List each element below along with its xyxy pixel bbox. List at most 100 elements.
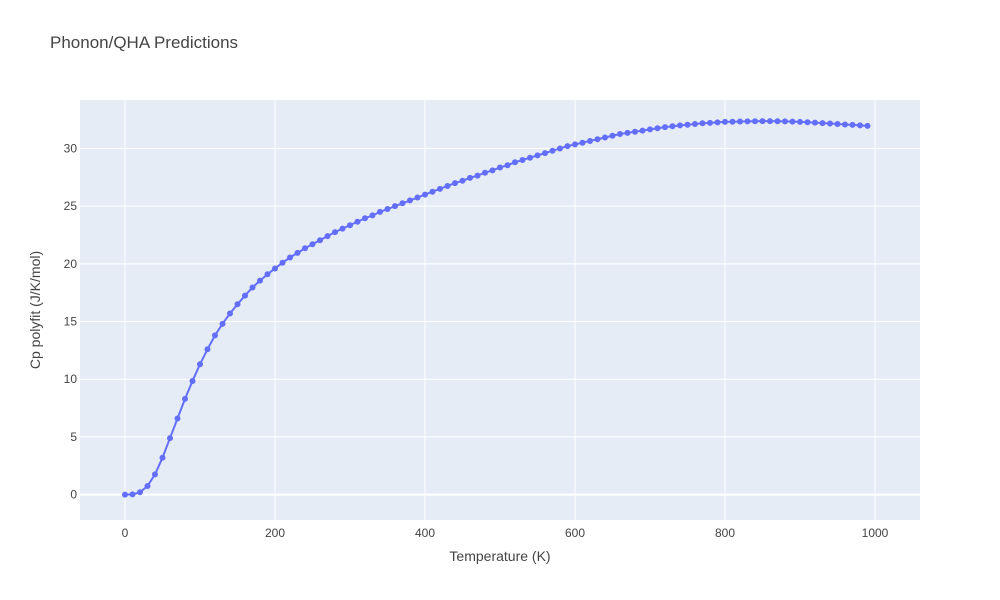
data-point[interactable] xyxy=(782,118,788,125)
data-point[interactable] xyxy=(797,118,803,125)
data-point[interactable] xyxy=(759,118,766,125)
data-point[interactable] xyxy=(377,208,383,215)
data-point[interactable] xyxy=(129,491,136,498)
data-point[interactable] xyxy=(662,124,668,131)
data-point[interactable] xyxy=(144,482,151,489)
data-point[interactable] xyxy=(572,141,578,148)
data-point[interactable] xyxy=(654,125,661,132)
data-point[interactable] xyxy=(587,137,593,144)
data-point[interactable] xyxy=(647,126,653,133)
data-point[interactable] xyxy=(257,277,263,284)
data-point[interactable] xyxy=(827,120,833,127)
data-point[interactable] xyxy=(152,471,158,478)
data-point[interactable] xyxy=(729,118,736,125)
data-point[interactable] xyxy=(422,191,428,198)
data-point[interactable] xyxy=(317,237,323,244)
data-point[interactable] xyxy=(834,121,841,127)
data-point[interactable] xyxy=(137,489,143,496)
data-point[interactable] xyxy=(189,377,196,384)
data-point[interactable] xyxy=(467,174,473,181)
data-point[interactable] xyxy=(714,119,721,126)
data-point[interactable] xyxy=(324,233,331,240)
data-point[interactable] xyxy=(167,435,173,442)
data-point[interactable] xyxy=(812,119,818,126)
data-point[interactable] xyxy=(287,254,293,261)
data-point[interactable] xyxy=(737,118,743,125)
data-point[interactable] xyxy=(819,120,826,127)
data-point[interactable] xyxy=(669,123,676,130)
data-point[interactable] xyxy=(699,120,706,127)
data-point[interactable] xyxy=(122,491,128,498)
data-point[interactable] xyxy=(399,200,406,207)
data-point[interactable] xyxy=(519,157,526,163)
data-point[interactable] xyxy=(707,119,713,126)
data-point[interactable] xyxy=(744,118,751,125)
data-point[interactable] xyxy=(767,118,773,125)
data-point[interactable] xyxy=(474,172,481,179)
data-point[interactable] xyxy=(609,132,616,139)
data-point[interactable] xyxy=(617,131,623,138)
data-point[interactable] xyxy=(842,121,848,128)
data-point[interactable] xyxy=(677,122,683,129)
data-point[interactable] xyxy=(579,139,586,146)
data-point[interactable] xyxy=(264,271,271,278)
data-point[interactable] xyxy=(452,180,458,187)
data-point[interactable] xyxy=(632,128,638,135)
data-point[interactable] xyxy=(624,129,631,136)
data-point[interactable] xyxy=(392,203,398,210)
data-point[interactable] xyxy=(219,320,226,327)
data-point[interactable] xyxy=(347,222,353,229)
data-point[interactable] xyxy=(234,301,241,308)
data-point[interactable] xyxy=(542,150,548,157)
data-point[interactable] xyxy=(857,122,863,129)
data-point[interactable] xyxy=(497,164,503,171)
data-point[interactable] xyxy=(332,229,338,236)
data-point[interactable] xyxy=(437,185,443,192)
data-point[interactable] xyxy=(414,194,421,201)
data-point[interactable] xyxy=(362,215,368,222)
data-point[interactable] xyxy=(197,361,203,368)
data-point[interactable] xyxy=(557,145,563,152)
data-point[interactable] xyxy=(182,395,188,402)
data-point[interactable] xyxy=(804,119,811,126)
data-point[interactable] xyxy=(249,284,256,291)
data-point[interactable] xyxy=(429,188,436,195)
data-point[interactable] xyxy=(354,218,361,225)
data-point[interactable] xyxy=(789,118,796,125)
data-point[interactable] xyxy=(384,206,391,213)
data-point[interactable] xyxy=(752,118,758,125)
data-point[interactable] xyxy=(309,241,316,248)
data-point[interactable] xyxy=(369,212,376,219)
data-point[interactable] xyxy=(302,245,308,252)
data-point[interactable] xyxy=(212,332,218,339)
data-point[interactable] xyxy=(489,167,496,174)
data-point[interactable] xyxy=(549,147,556,154)
data-point[interactable] xyxy=(684,121,691,128)
data-point[interactable] xyxy=(227,310,233,317)
data-point[interactable] xyxy=(594,136,601,143)
data-point[interactable] xyxy=(534,152,541,159)
data-point[interactable] xyxy=(407,197,413,204)
data-point[interactable] xyxy=(692,121,698,127)
data-point[interactable] xyxy=(459,177,466,184)
data-point[interactable] xyxy=(339,225,346,232)
data-point[interactable] xyxy=(504,162,511,169)
data-point[interactable] xyxy=(174,415,181,422)
data-point[interactable] xyxy=(564,143,571,150)
data-point[interactable] xyxy=(159,454,166,461)
data-point[interactable] xyxy=(482,169,488,176)
data-point[interactable] xyxy=(722,118,728,125)
data-point[interactable] xyxy=(512,159,518,166)
data-point[interactable] xyxy=(272,265,278,272)
data-point[interactable] xyxy=(864,122,871,129)
data-point[interactable] xyxy=(279,259,286,266)
data-point[interactable] xyxy=(294,249,301,256)
data-point[interactable] xyxy=(774,118,781,125)
data-point[interactable] xyxy=(602,134,608,141)
data-point[interactable] xyxy=(242,292,248,299)
data-point[interactable] xyxy=(639,127,646,134)
data-point[interactable] xyxy=(204,346,211,353)
data-point[interactable] xyxy=(527,154,533,161)
data-point[interactable] xyxy=(849,121,856,128)
data-point[interactable] xyxy=(444,182,451,189)
